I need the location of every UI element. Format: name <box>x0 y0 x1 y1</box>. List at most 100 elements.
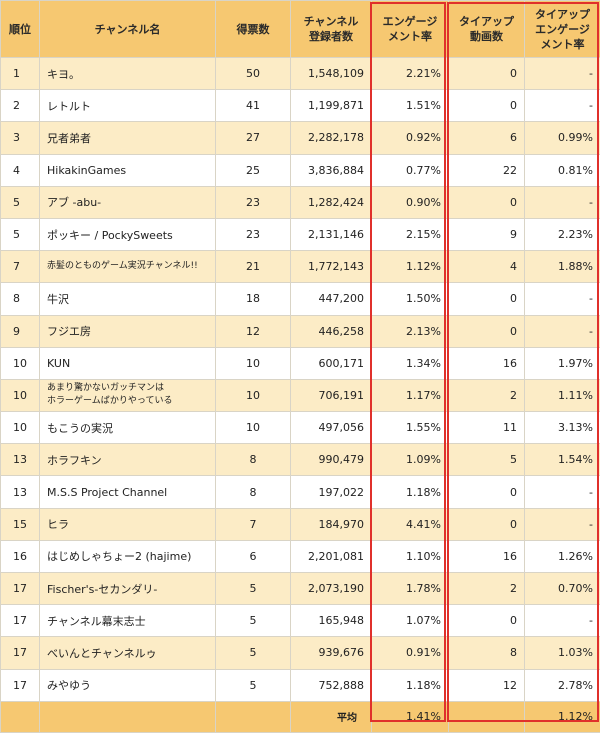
tieup-videos-cell: 2 <box>449 573 525 605</box>
votes-cell: 23 <box>216 186 291 218</box>
engagement-rate-cell: 1.50% <box>372 283 449 315</box>
average-empty-cell <box>1 701 40 732</box>
tieup-engagement-cell: 1.88% <box>525 251 600 283</box>
rank-cell: 2 <box>1 90 40 122</box>
subscribers-cell: 165,948 <box>291 605 372 637</box>
header-votes: 得票数 <box>216 1 291 58</box>
votes-cell: 5 <box>216 637 291 669</box>
header-subscribers: チャンネル 登録者数 <box>291 1 372 58</box>
header-engagement-rate: エンゲージ メント率 <box>372 1 449 58</box>
tieup-engagement-cell: 3.13% <box>525 412 600 444</box>
channel-name-cell: 兄者弟者 <box>40 122 216 154</box>
tieup-videos-cell: 11 <box>449 412 525 444</box>
subscribers-cell: 197,022 <box>291 476 372 508</box>
tieup-videos-cell: 5 <box>449 444 525 476</box>
tieup-engagement-cell: - <box>525 58 600 90</box>
engagement-rate-cell: 2.15% <box>372 218 449 250</box>
rank-cell: 10 <box>1 379 40 411</box>
channel-name-cell: ヒラ <box>40 508 216 540</box>
tieup-engagement-cell: 1.03% <box>525 637 600 669</box>
channel-name-cell: Fischer's-セカンダリ- <box>40 573 216 605</box>
tieup-engagement-cell: - <box>525 508 600 540</box>
channel-name-cell: 赤髪のとものゲーム実況チャンネル!! <box>40 251 216 283</box>
channel-name-cell: レトルト <box>40 90 216 122</box>
channel-name-cell: フジエ房 <box>40 315 216 347</box>
rank-cell: 5 <box>1 218 40 250</box>
header-tieup-videos: タイアップ 動画数 <box>449 1 525 58</box>
engagement-rate-cell: 1.78% <box>372 573 449 605</box>
average-tieup-engagement: 1.12% <box>525 701 600 732</box>
subscribers-cell: 446,258 <box>291 315 372 347</box>
header-rank: 順位 <box>1 1 40 58</box>
engagement-rate-cell: 1.09% <box>372 444 449 476</box>
subscribers-cell: 2,201,081 <box>291 540 372 572</box>
tieup-engagement-cell: - <box>525 315 600 347</box>
average-label: 平均 <box>291 701 372 732</box>
tieup-engagement-cell: 2.23% <box>525 218 600 250</box>
channel-name-cell: べいんとチャンネルゥ <box>40 637 216 669</box>
subscribers-cell: 600,171 <box>291 347 372 379</box>
rank-cell: 9 <box>1 315 40 347</box>
rank-cell: 17 <box>1 573 40 605</box>
rank-cell: 7 <box>1 251 40 283</box>
average-empty-cell <box>40 701 216 732</box>
subscribers-cell: 447,200 <box>291 283 372 315</box>
tieup-videos-cell: 2 <box>449 379 525 411</box>
tieup-engagement-cell: 1.11% <box>525 379 600 411</box>
engagement-rate-cell: 0.92% <box>372 122 449 154</box>
subscribers-cell: 1,772,143 <box>291 251 372 283</box>
rank-cell: 13 <box>1 444 40 476</box>
engagement-rate-cell: 4.41% <box>372 508 449 540</box>
tieup-videos-cell: 0 <box>449 90 525 122</box>
subscribers-cell: 706,191 <box>291 379 372 411</box>
engagement-rate-cell: 1.51% <box>372 90 449 122</box>
channel-name-cell: ポッキー / PockySweets <box>40 218 216 250</box>
channel-name-cell: もこうの実況 <box>40 412 216 444</box>
engagement-rate-cell: 2.21% <box>372 58 449 90</box>
engagement-rate-cell: 1.34% <box>372 347 449 379</box>
subscribers-cell: 1,548,109 <box>291 58 372 90</box>
votes-cell: 6 <box>216 540 291 572</box>
subscribers-cell: 184,970 <box>291 508 372 540</box>
tieup-engagement-cell: 1.97% <box>525 347 600 379</box>
tieup-videos-cell: 0 <box>449 283 525 315</box>
engagement-rate-cell: 1.12% <box>372 251 449 283</box>
rank-cell: 1 <box>1 58 40 90</box>
tieup-videos-cell: 0 <box>449 508 525 540</box>
header-channel-name: チャンネル名 <box>40 1 216 58</box>
tieup-engagement-cell: 0.99% <box>525 122 600 154</box>
rank-cell: 16 <box>1 540 40 572</box>
tieup-engagement-cell: 1.26% <box>525 540 600 572</box>
tieup-videos-cell: 0 <box>449 58 525 90</box>
channel-name-cell: チャンネル幕末志士 <box>40 605 216 637</box>
rank-cell: 4 <box>1 154 40 186</box>
average-row: 平均 1.41% 1.12% <box>1 701 600 732</box>
header-row: 順位 チャンネル名 得票数 チャンネル 登録者数 エンゲージ メント率 タイアッ… <box>1 1 600 58</box>
tieup-videos-cell: 8 <box>449 637 525 669</box>
subscribers-cell: 3,836,884 <box>291 154 372 186</box>
tieup-videos-cell: 16 <box>449 347 525 379</box>
header-tieup-engagement: タイアップ エンゲージ メント率 <box>525 1 600 58</box>
votes-cell: 50 <box>216 58 291 90</box>
tieup-engagement-cell: 1.54% <box>525 444 600 476</box>
votes-cell: 18 <box>216 283 291 315</box>
rank-cell: 5 <box>1 186 40 218</box>
votes-cell: 7 <box>216 508 291 540</box>
tieup-engagement-cell: 2.78% <box>525 669 600 701</box>
subscribers-cell: 939,676 <box>291 637 372 669</box>
subscribers-cell: 990,479 <box>291 444 372 476</box>
tieup-videos-cell: 9 <box>449 218 525 250</box>
